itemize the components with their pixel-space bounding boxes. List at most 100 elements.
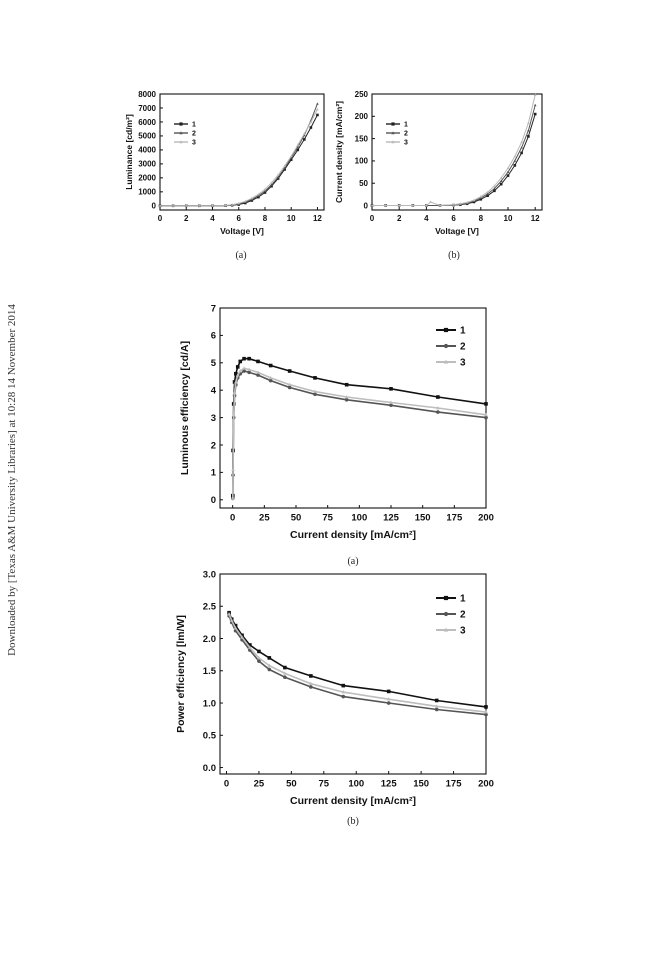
legend: 1 2 3: [386, 121, 408, 146]
x-tick-label: 12: [531, 214, 540, 223]
y-tick-label: 250: [355, 90, 369, 99]
data-point: [438, 204, 442, 207]
series-line: [372, 113, 536, 206]
data-point: [283, 665, 287, 670]
figure-caption-power-efficiency: (b): [347, 816, 359, 827]
data-point: [283, 675, 287, 680]
y-tick-label: 2000: [138, 174, 156, 183]
legend-label: 1: [404, 121, 408, 128]
data-point: [233, 623, 238, 628]
y-axis-label: Power efficiency [lm/W]: [175, 615, 187, 733]
x-tick-label: 175: [446, 513, 463, 524]
y-axis-label: Luminous efficiency [cd/A]: [179, 341, 191, 475]
legend-marker: [179, 140, 183, 144]
data-point: [268, 363, 273, 368]
series-2: [230, 369, 488, 501]
data-point: [434, 704, 439, 708]
data-point: [513, 164, 517, 167]
x-tick-label: 200: [478, 779, 494, 790]
data-point: [243, 199, 247, 203]
x-tick-label: 10: [504, 214, 513, 223]
data-point: [248, 643, 252, 647]
legend-marker: [443, 595, 449, 601]
data-point: [341, 683, 346, 688]
x-tick-label: 75: [322, 513, 333, 524]
series-line: [228, 613, 487, 713]
x-axis-label: Current density [mA/cm²]: [290, 795, 416, 807]
data-point: [283, 168, 286, 171]
data-point: [309, 685, 313, 689]
legend-label: 1: [192, 121, 196, 128]
x-tick-label: 2: [397, 214, 402, 223]
legend-marker: [179, 122, 183, 126]
data-point: [287, 369, 292, 373]
data-point: [436, 395, 440, 399]
data-point: [247, 356, 251, 361]
data-point: [257, 192, 260, 196]
data-point: [257, 649, 261, 654]
y-tick-label: 2.0: [203, 634, 216, 645]
y-tick-label: 1.5: [203, 666, 217, 677]
data-point: [389, 400, 393, 404]
y-tick-label: 2: [211, 440, 216, 451]
y-tick-label: 5: [211, 358, 217, 369]
data-point: [184, 204, 188, 207]
data-point: [287, 382, 292, 387]
legend-label: 3: [460, 358, 466, 369]
series-line: [160, 114, 318, 207]
data-point: [242, 356, 246, 361]
data-point: [520, 140, 523, 144]
legend-label: 1: [460, 326, 466, 337]
series-1: [158, 113, 319, 208]
data-point: [171, 204, 175, 207]
data-point: [506, 166, 510, 170]
y-tick-label: 0.5: [203, 731, 217, 742]
x-tick-label: 0: [158, 214, 163, 223]
data-point: [527, 121, 530, 124]
data-point: [459, 202, 462, 205]
data-point: [237, 201, 241, 205]
y-tick-label: 3: [211, 413, 216, 424]
data-point: [411, 204, 415, 207]
data-point: [224, 204, 227, 207]
data-point: [386, 697, 391, 701]
y-axis-label: Luminance [cd/m²]: [124, 114, 134, 190]
data-point: [229, 618, 234, 622]
x-axis: 0 25 50 75 100 125 150 175 200: [230, 505, 494, 524]
y-tick-label: 6000: [138, 118, 156, 127]
luminous-efficiency-chart: 0 25 50 75 100 125 150 175 200 0 1 2 3 4 5 6 7 Current de…: [179, 303, 494, 541]
data-point: [230, 496, 235, 500]
series-line: [228, 612, 487, 708]
luminance-voltage-chart: 0 2 4 6 8 10 120100020003000400050006000700080…: [124, 90, 325, 236]
legend-marker: [443, 611, 449, 617]
legend-marker: [443, 359, 449, 364]
data-point: [240, 635, 244, 639]
data-point: [238, 359, 243, 364]
y-tick-label: 8000: [138, 90, 156, 99]
plot-frame: [371, 93, 543, 211]
data-point: [533, 103, 537, 107]
data-point: [316, 107, 319, 111]
data-point: [520, 146, 523, 149]
data-point: [283, 164, 286, 167]
data-point: [309, 120, 313, 123]
data-point: [270, 183, 273, 186]
data-point: [386, 701, 391, 705]
x-axis-label: Current density [mA/cm²]: [290, 529, 416, 541]
data-point: [316, 102, 319, 105]
data-point: [296, 145, 300, 149]
x-axis: 0 2 4 6 8 10 12: [158, 207, 322, 223]
x-tick-label: 50: [286, 779, 297, 790]
legend-label: 3: [460, 626, 466, 637]
x-tick-label: 6: [236, 214, 241, 223]
y-axis: 0 1000 2000 3000 4000 5000 6000 7000 8000: [138, 90, 163, 211]
legend-marker: [391, 140, 395, 144]
data-point: [247, 370, 251, 375]
data-point: [527, 129, 530, 132]
data-point: [233, 626, 238, 630]
data-point: [263, 189, 267, 193]
data-point: [370, 204, 374, 207]
data-point: [268, 378, 273, 383]
